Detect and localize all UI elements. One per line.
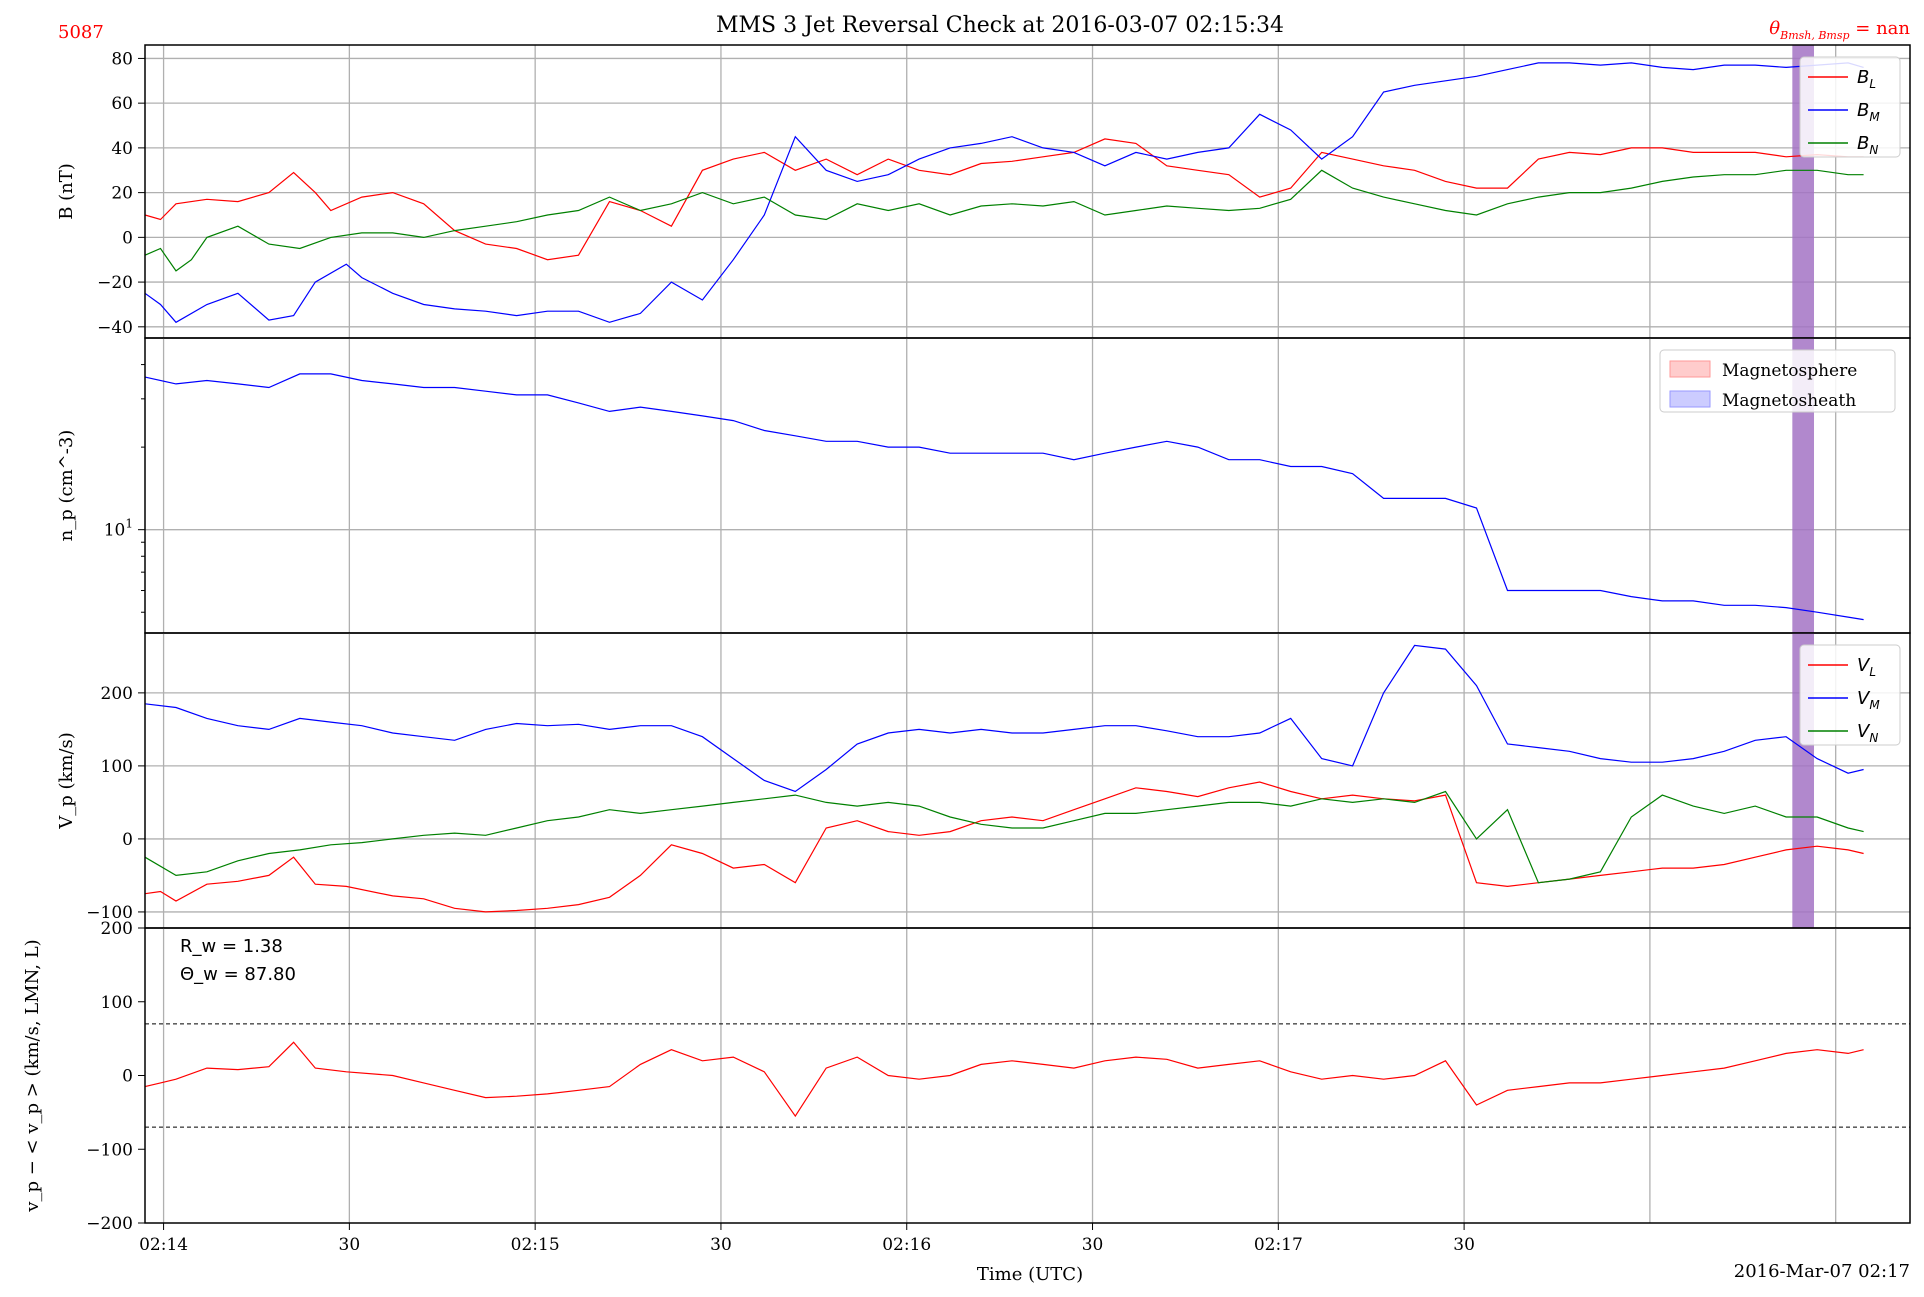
y-tick-label: 100 (101, 757, 133, 777)
y-tick-label: −20 (97, 273, 133, 293)
panel-v-p-v-p-: 200 100 0 −100 −200 v_p − < v_p > (km/s, LMN,… (22, 919, 1911, 1234)
theta-annotation: θBmsh, Bmsp = nan (1769, 18, 1910, 42)
panel-frame (144, 337, 1911, 634)
series-v-m (144, 644, 1864, 793)
x-tick-label: 02:14 (139, 1235, 188, 1255)
panel-frame (144, 632, 1911, 929)
y-axis-label: n_p (cm^-3) (56, 430, 77, 542)
series-v-l (144, 781, 1864, 913)
legend-swatch (1669, 390, 1711, 408)
y-tick-label: −100 (86, 903, 133, 923)
legend-box (1799, 56, 1901, 158)
y-axis-label: v_p − < v_p > (km/s, LMN, L) (22, 939, 43, 1212)
legend-swatch (1669, 360, 1711, 378)
panel-frame (144, 927, 1911, 1224)
annotation: R_w = 1.38 (180, 936, 283, 957)
y-axis-label: V_p (km/s) (56, 732, 77, 830)
y-tick-label: −200 (86, 1214, 133, 1234)
y-tick-label: −100 (86, 1140, 133, 1160)
y-tick-label: −40 (97, 318, 133, 338)
y-axis-label: B (nT) (56, 163, 77, 220)
legend-label-sub: M (1869, 110, 1880, 124)
x-tick-label: 30 (339, 1235, 361, 1255)
x-tick-label: 30 (1082, 1235, 1104, 1255)
y-tick-label-exp: 1 (125, 517, 133, 531)
figure-title: MMS 3 Jet Reversal Check at 2016-03-07 0… (716, 13, 1284, 38)
panel-n-p: 101 n_p (cm^-3) Magnetosphere Magnetosheath (56, 337, 1911, 634)
event-number: 5087 (58, 22, 104, 43)
legend-label-sub: N (1869, 143, 1878, 157)
date-label: 2016-Mar-07 02:17 (1734, 1261, 1910, 1282)
y-tick-label: 20 (111, 184, 133, 204)
series-n-p (144, 373, 1864, 621)
legend-label-sub: L (1869, 665, 1876, 679)
series-v-n (144, 790, 1864, 884)
x-axis-label: Time (UTC) (977, 1264, 1083, 1285)
y-tick-label: 101 (104, 517, 133, 541)
x-tick-label: 02:15 (511, 1235, 560, 1255)
panel-frame (144, 44, 1911, 339)
y-tick-label: 100 (101, 993, 133, 1013)
series-b-n (144, 169, 1864, 272)
legend-label-sub: L (1869, 77, 1876, 91)
legend-label: Magnetosphere (1722, 361, 1857, 381)
y-tick-label: 60 (111, 94, 133, 114)
legend-label-sub: N (1869, 731, 1878, 745)
annotation: Θ_w = 87.80 (180, 964, 296, 985)
y-tick-label: 40 (111, 139, 133, 159)
legend-box (1659, 349, 1896, 413)
y-tick-label: 200 (101, 684, 133, 704)
x-tick-label: 30 (710, 1235, 732, 1255)
y-tick-label: 0 (122, 228, 133, 248)
legend-label: Magnetosheath (1722, 391, 1856, 411)
y-tick-label: 200 (101, 919, 133, 939)
series-b-l (144, 138, 1864, 261)
x-tick-label: 30 (1453, 1235, 1475, 1255)
legend-box (1799, 644, 1901, 746)
x-tick-label: 02:16 (882, 1235, 931, 1255)
series-v-p-v-p- (144, 1041, 1864, 1118)
legend-label-sub: M (1869, 698, 1880, 712)
y-tick-label: 0 (122, 830, 133, 850)
y-tick-label: 80 (111, 49, 133, 69)
y-tick-label: 0 (122, 1067, 133, 1087)
x-tick-label: 02:17 (1254, 1235, 1303, 1255)
series-b-m (144, 62, 1864, 324)
